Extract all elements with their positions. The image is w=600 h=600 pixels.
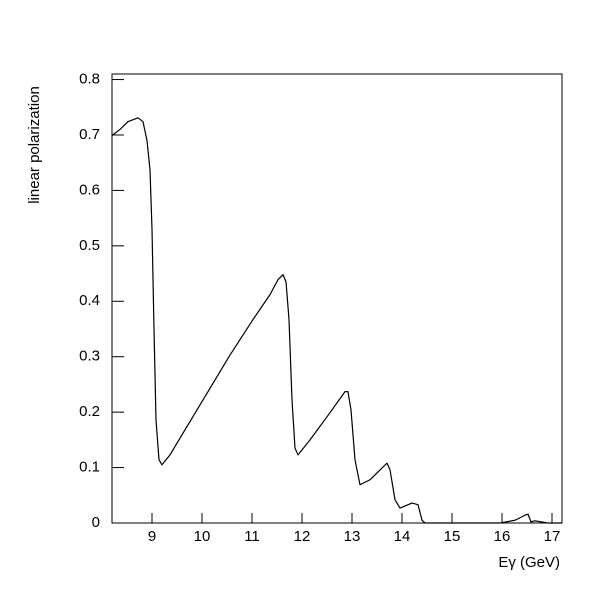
y-tick-label: 0.4 — [79, 292, 100, 309]
x-tick-label: 14 — [394, 528, 411, 545]
x-tick-label: 15 — [444, 528, 461, 545]
y-tick-label: 0.8 — [79, 71, 100, 88]
plot-frame — [111, 73, 563, 524]
x-tick-label: 9 — [148, 528, 156, 545]
x-tick-label: 17 — [544, 528, 561, 545]
y-tick-label: 0.7 — [79, 126, 100, 143]
x-tick-label: 11 — [244, 528, 260, 545]
y-tick-label: 0 — [92, 514, 100, 531]
y-tick-label: 0.3 — [79, 348, 100, 365]
x-tick-label: 12 — [294, 528, 311, 545]
x-tick-label: 10 — [194, 528, 211, 545]
x-axis-label: Eγ (GeV) — [498, 554, 560, 571]
data-line — [111, 117, 562, 524]
x-tick-label: 16 — [494, 528, 511, 545]
y-tick-label: 0.2 — [79, 403, 100, 420]
y-tick-label: 0.6 — [79, 181, 100, 198]
x-tick-label: 13 — [344, 528, 361, 545]
y-tick-label: 0.5 — [79, 237, 100, 254]
y-tick-label: 0.1 — [79, 459, 100, 476]
y-axis-label: linear polarization — [26, 86, 43, 204]
